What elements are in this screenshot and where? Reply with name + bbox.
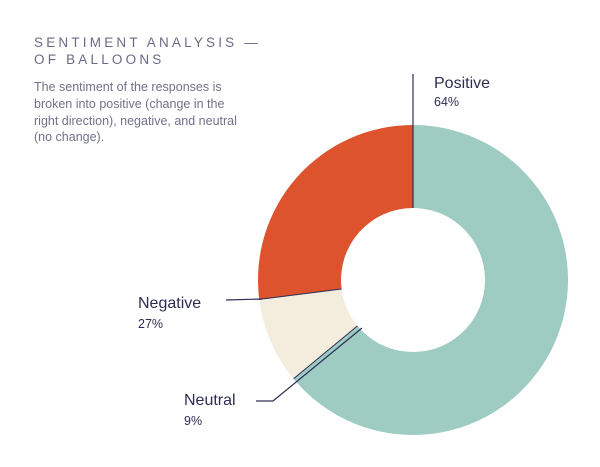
leader-lines bbox=[225, 74, 414, 402]
chart-title-line-2: OF BALLOONS bbox=[34, 52, 165, 67]
slice-separator-1 bbox=[293, 325, 358, 380]
donut-slices bbox=[258, 125, 568, 436]
slice-label-positive: Positive bbox=[434, 75, 490, 92]
chart-title: SENTIMENT ANALYSIS — OF BALLOONS bbox=[34, 34, 334, 68]
slice-positive bbox=[293, 125, 568, 436]
slice-percent-neutral: 9% bbox=[184, 414, 202, 428]
slice-percent-negative: 27% bbox=[138, 317, 163, 331]
chart-description: The sentiment of the responses is broken… bbox=[34, 80, 237, 145]
leader-line-neutral bbox=[256, 327, 363, 402]
slice-labels: Positive 64% Neutral 9% Negative 27% bbox=[138, 75, 490, 428]
slice-neutral bbox=[259, 289, 358, 379]
slice-label-neutral: Neutral bbox=[184, 392, 236, 409]
leader-line-negative bbox=[225, 298, 263, 301]
slice-separator-2 bbox=[259, 288, 342, 300]
chart-title-line-1: SENTIMENT ANALYSIS — bbox=[34, 35, 262, 50]
slice-percent-positive: 64% bbox=[434, 95, 459, 109]
slice-label-negative: Negative bbox=[138, 295, 201, 312]
slice-negative bbox=[258, 125, 413, 300]
